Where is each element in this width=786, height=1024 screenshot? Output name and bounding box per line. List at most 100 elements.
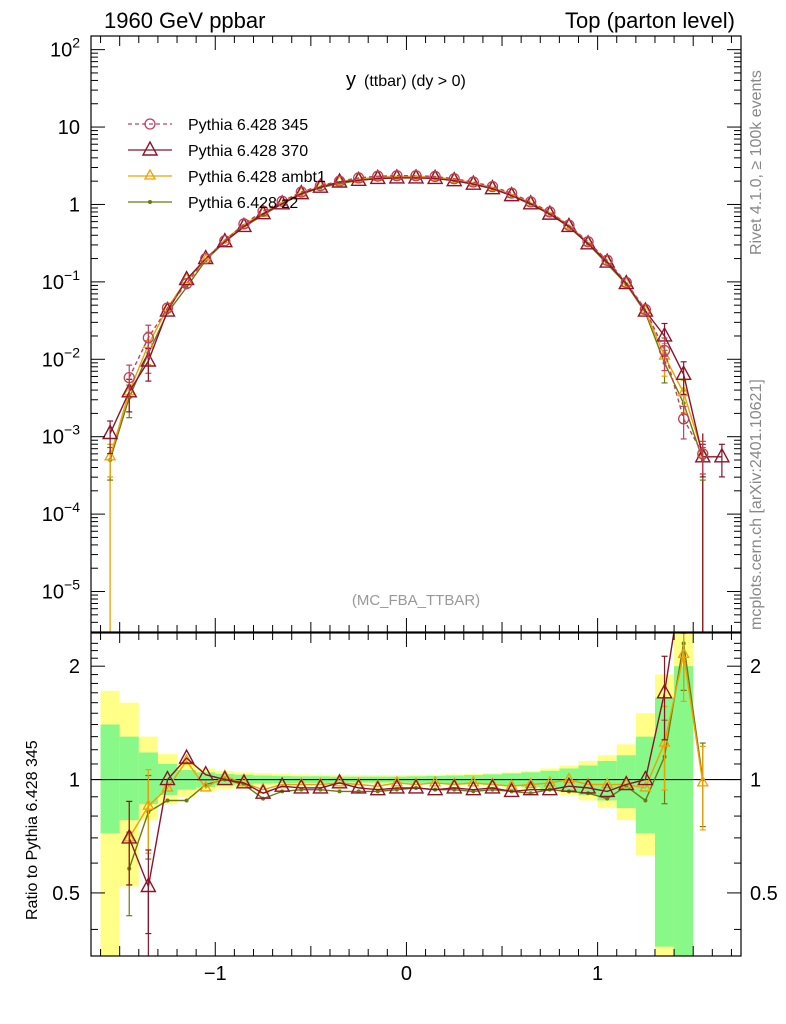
ratio-uncertainty-bands: [91, 633, 741, 956]
main-point-370: [637, 301, 654, 317]
ratio-band-inner: [616, 755, 636, 809]
legend: Pythia 6.428 345 Pythia 6.428 370 Pythia…: [128, 117, 326, 212]
plot-title-sub: (ttbar) (dy > 0): [364, 73, 466, 90]
y-tick-label-base: 10: [50, 40, 72, 62]
ratio-point-ambt1: [467, 775, 480, 787]
ratio-series-370: [121, 562, 691, 935]
ratio-point-ambt1: [199, 780, 212, 792]
main-point-370: [599, 252, 616, 268]
ratio-point-370: [197, 765, 214, 781]
legend-entry-370: Pythia 6.428 370: [128, 140, 308, 160]
y-tick-label-exp: 2: [72, 35, 80, 51]
main-point-370: [235, 216, 253, 233]
x-tick-label: 1: [592, 963, 603, 985]
main-point-345: [200, 252, 212, 265]
main-point-345: [333, 175, 346, 187]
ratio-point-370: [656, 683, 673, 699]
main-point-345: [639, 303, 652, 316]
ratio-point-ambt1: [429, 775, 442, 787]
main-point-345: [467, 176, 480, 188]
ratio-point-370: [426, 780, 444, 796]
ratio-point-370: [350, 778, 367, 794]
main-point-345: [429, 170, 441, 183]
ratio-y-tick-label-right: 0.5: [750, 883, 778, 905]
main-point-370: [446, 171, 463, 187]
main-point-345: [448, 173, 460, 185]
main-point-345: [601, 254, 613, 266]
ratio-point-370: [274, 776, 291, 792]
ratio-y-axis-label: Ratio to Pythia 6.428 345: [24, 740, 41, 920]
main-point-370: [560, 216, 578, 233]
y-tick-label: 102: [50, 35, 80, 62]
ratio-band-inner: [100, 724, 120, 834]
main-point-345: [352, 172, 365, 184]
main-point-345: [658, 344, 671, 357]
y-tick-label-base: 10: [42, 582, 64, 604]
legend-marker-370: [141, 140, 159, 156]
main-point-ambt1: [180, 272, 193, 284]
legend-label-345: Pythia 6.428 345: [188, 117, 308, 134]
x-tick-label: 0: [401, 963, 412, 985]
ratio-panel: 0.5 0.5 1 1 2 2: [52, 562, 778, 957]
main-point-345: [161, 302, 174, 314]
x-tick-label: −1: [204, 963, 227, 985]
analysis-watermark: (MC_FBA_TTBAR): [352, 592, 480, 609]
y-tick-label: 10−2: [42, 344, 80, 371]
ratio-y-tick-label-left: 0.5: [52, 883, 80, 905]
main-point-345: [620, 276, 632, 289]
ratio-point-ambt1: [505, 778, 518, 790]
ratio-point-370: [637, 770, 654, 786]
ratio-point-370: [331, 773, 348, 789]
main-point-370: [101, 424, 119, 440]
ratio-band-inner: [119, 736, 139, 821]
ratio-point-ambt1: [524, 777, 537, 789]
main-point-370: [713, 447, 731, 463]
main-frame: [90, 35, 742, 633]
ratio-point-z2: [643, 798, 648, 803]
y-tick-label-exp: −5: [64, 577, 80, 593]
ratio-point-ambt1: [677, 647, 690, 659]
main-point-345: [486, 180, 499, 193]
ratio-point-ambt1: [142, 798, 155, 810]
ratio-axis-ticks: 0.5 0.5 1 1 2 2: [52, 633, 778, 956]
legend-entry-ambt1: Pythia 6.428 ambt1: [128, 168, 326, 186]
ratio-point-z2: [318, 787, 323, 792]
y-tick-label: 1: [69, 194, 80, 216]
ratio-point-370: [677, 562, 691, 575]
ratio-point-370: [560, 776, 578, 792]
ratio-point-z2: [337, 789, 342, 794]
ratio-point-370: [293, 778, 310, 794]
ratio-point-ambt1: [601, 777, 614, 789]
main-point-370: [274, 194, 291, 210]
main-point-370: [426, 168, 444, 185]
process-label: Top (parton level): [565, 8, 735, 33]
y-tick-label-base: 10: [42, 272, 64, 294]
legend-label-ambt1: Pythia 6.428 ambt1: [188, 169, 326, 186]
main-series-layer: [101, 168, 731, 632]
ratio-point-370: [388, 778, 406, 794]
ratio-point-370: [254, 783, 272, 799]
ratio-point-370: [159, 770, 176, 786]
ratio-point-ambt1: [390, 775, 403, 787]
main-point-370: [522, 194, 539, 210]
ratio-point-370: [541, 780, 558, 796]
main-line-ambt1: [109, 175, 704, 457]
main-point-370: [178, 270, 195, 286]
main-point-345: [238, 218, 250, 230]
main-point-345: [582, 236, 594, 248]
ratio-point-370: [484, 778, 501, 794]
main-point-370: [312, 177, 329, 193]
ratio-point-370: [465, 780, 482, 796]
legend-marker-345: [144, 118, 156, 130]
mcplots-label: mcplots.cern.ch [arXiv:2401.10621]: [748, 379, 765, 630]
y-tick-label: 10−5: [42, 577, 80, 604]
legend-label-z2: Pythia 6.428 z2: [188, 195, 298, 212]
ratio-point-370: [312, 778, 329, 794]
ratio-point-370: [579, 778, 597, 794]
main-point-345: [544, 206, 556, 218]
main-point-345: [123, 371, 135, 384]
y-tick-label-base: 10: [42, 504, 64, 526]
